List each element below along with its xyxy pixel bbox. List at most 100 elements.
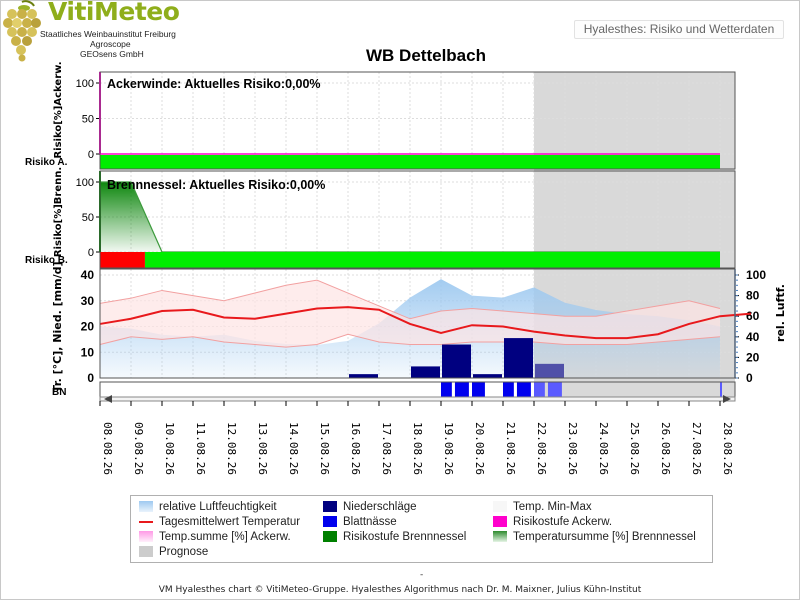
legend-label: Prognose [159,546,209,558]
risk-b-strip-label: Risiko B. [25,255,68,266]
brennnessel-ylabel: Risiko[%]Brenn. [53,167,64,257]
ack-ytick-label: 50 [82,114,94,126]
x-tick-label: 09.08.26 [132,422,145,475]
x-tick-label: 24.08.26 [597,422,610,475]
weather-ytick-left-label: 30 [81,294,95,308]
logo-title: VitiMeteo [48,0,180,26]
x-tick-label: 20.08.26 [473,422,486,475]
x-tick-label: 13.08.26 [256,422,269,475]
legend-swatch-tmean [139,521,153,523]
brennnessel-risk-bar [144,252,720,268]
x-tick-label: 27.08.26 [690,422,703,475]
legend-swatch-risk_ack [493,516,507,527]
legend-label: relative Luftfeuchtigkeit [159,501,277,513]
x-tick-label: 12.08.26 [225,422,238,475]
brennnessel-risk-bar [100,252,145,268]
leaf-wetness-strip [441,382,722,397]
weather-ytick-left-label: 20 [81,320,95,334]
scrollbar-track [99,396,736,402]
weather-ylabel-left: Tr. [°C], Nied. [mm/d] [51,262,64,393]
risk-a-strip-label: Risiko A. [25,157,68,168]
ackerwinde-ylabel: Risiko[%]Ackerw. [53,61,64,158]
weather-ytick-right-label: 80 [746,289,760,303]
temp-min-max-band [100,280,720,348]
x-tick-label: 14.08.26 [287,422,300,475]
weather-ytick-right-label: 100 [746,268,766,282]
scroll-left-arrow-icon [104,395,112,403]
brenn-ytick-label: 100 [76,177,94,189]
chart-title: WB Dettelbach [366,46,486,65]
weather-ytick-left-label: 0 [87,371,94,385]
grape-cluster-icon [3,0,41,62]
weather-ytick-right-label: 20 [746,350,760,364]
x-tick-label: 17.08.26 [380,422,393,475]
bn-strip-label: BN [52,387,66,398]
panel-border [99,268,736,379]
panel-border [99,71,736,170]
weather-ytick-right-label: 40 [746,330,760,344]
leaf-wetness-bar [547,382,562,397]
brenn-ytick-label: 0 [88,247,94,259]
brenn-ytick-label: 50 [82,212,94,224]
precipitation-bar [504,338,533,378]
legend-label: Temp. Min-Max [513,501,592,513]
leaf-wetness-bar [472,382,485,397]
ackerwinde-annotation: Ackerwinde: Aktuelles Risiko:0,00% [107,77,321,91]
legend-swatch-risk_brenn [323,531,337,542]
x-tick-label: 16.08.26 [349,422,362,475]
legend-swatch-humidity [139,501,153,512]
x-tick-label: 23.08.26 [566,422,579,475]
ackerwinde-risk-bar [100,155,720,169]
x-tick-label: 08.08.26 [101,422,114,475]
footer-credit: VM Hyalesthes chart © VitiMeteo-Gruppe. … [158,585,642,595]
logo-institute: Staatliches Weinbauinstitut Freiburg [40,29,176,39]
legend: relative Luftfeuchtigkeit Niederschläge Te… [130,495,713,563]
temp-mean-line [99,306,752,340]
vitimeteo-logo: VitiMeteo Staatliches Weinbauinstitut Fr… [2,0,182,64]
leaf-wetness-bar [503,382,514,397]
legend-swatch-tsum_ack [139,531,153,542]
footer-dash: - [420,570,424,580]
x-tick-label: 15.08.26 [318,422,331,475]
legend-swatch-tsum_brenn [493,531,507,542]
x-tick-label: 19.08.26 [442,422,455,475]
precipitation-bar [349,374,378,378]
weather-ytick-left-label: 40 [81,268,95,282]
scroll-right-arrow-icon [723,395,731,403]
x-tick-label: 28.08.26 [721,422,734,475]
legend-label: Temperatursumme [%] Brennnessel [513,531,696,543]
brennnessel-panel: 100 50 0 [76,171,735,268]
logo-partner-geosens: GEOsens GmbH [80,49,144,59]
legend-label: Risikostufe Ackerw. [513,516,613,528]
x-tick-label: 21.08.26 [504,422,517,475]
brennnessel-annotation: Brennnessel: Aktuelles Risiko:0,00% [107,178,325,192]
leaf-wetness-bar [454,382,469,397]
time-scrollbar[interactable] [99,395,736,403]
temp-max-line [99,279,721,320]
leaf-wetness-bar [534,382,545,397]
legend-swatch-minmax [493,501,507,512]
leaf-wetness-bar [441,382,452,397]
legend-swatch-leafwet [323,516,337,527]
x-tick-label: 18.08.26 [411,422,424,475]
x-tick-label: 10.08.26 [163,422,176,475]
legend-swatch-precip [323,501,337,512]
legend-swatch-forecast [139,546,153,557]
weather-ytick-right-label: 0 [746,371,753,385]
x-tick-label: 25.08.26 [628,422,641,475]
panel-border [99,170,736,269]
x-tick-label: 26.08.26 [659,422,672,475]
leaf-wetness-bar [516,382,531,397]
precipitation-bar [473,374,502,378]
leaf-wetness-bar [720,382,722,397]
ack-ytick-label: 0 [88,149,94,161]
weather-ytick-right-label: 60 [746,309,760,323]
legend-label: Niederschläge [343,501,417,513]
legend-label: Tagesmittelwert Temperatur [159,516,301,528]
precipitation-bar [442,344,471,378]
x-tick-label: 11.08.26 [194,422,207,475]
precipitation-bar [411,366,440,378]
logo-partner-agroscope: Agroscope [90,39,131,49]
